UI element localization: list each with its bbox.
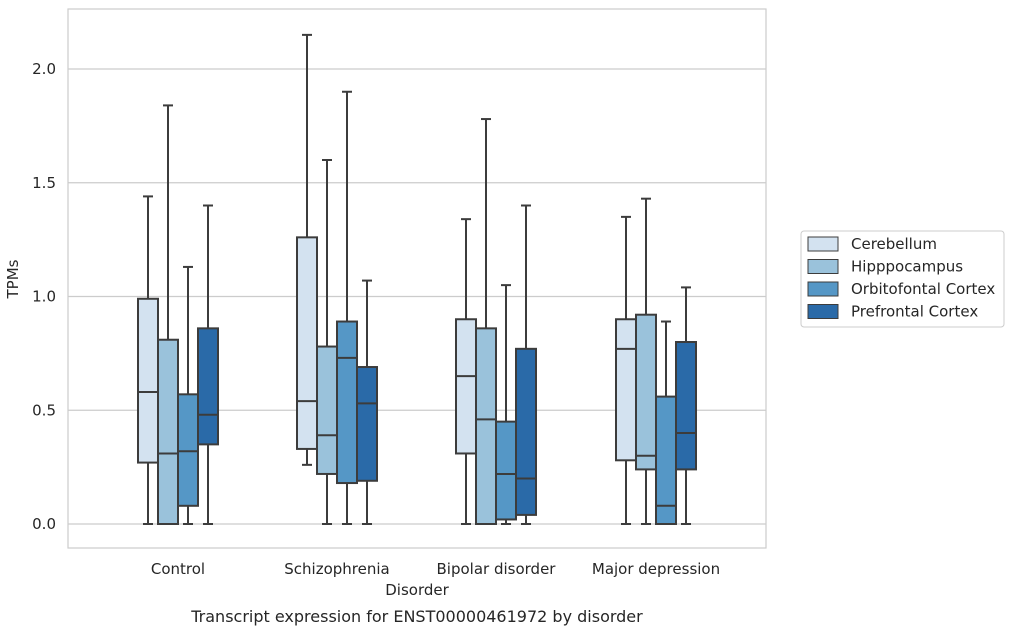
box-hipppocampus-1 <box>316 159 338 525</box>
box-cerebellum-0 <box>137 195 159 525</box>
y-tick-label: 0.0 <box>32 515 56 533</box>
y-tick-label: 0.5 <box>32 401 56 419</box>
x-tick-label: Bipolar disorder <box>437 560 557 578</box>
box-iqr <box>157 338 179 525</box>
box-prefrontal-cortex-1 <box>356 279 378 525</box>
chart-caption: Transcript expression for ENST0000046197… <box>190 607 643 626</box>
box-cerebellum-1 <box>296 33 318 466</box>
box-iqr <box>675 341 697 471</box>
plot-frame <box>67 8 767 549</box>
legend-label: Hipppocampus <box>851 258 963 276</box>
legend-label: Cerebellum <box>851 235 937 253</box>
legend-entry: Hipppocampus <box>807 258 963 276</box>
box-iqr <box>635 313 657 471</box>
box-cerebellum-2 <box>455 218 477 525</box>
x-tick-label: Schizophrenia <box>284 560 389 578</box>
box-prefrontal-cortex-2 <box>515 204 537 525</box>
box-orbitofontal-cortex-0 <box>177 265 199 525</box>
box-iqr <box>296 236 318 450</box>
legend-label: Orbitofontal Cortex <box>851 280 995 298</box>
y-tick-label: 2.0 <box>32 60 56 78</box>
y-axis-label: TPMs <box>4 259 22 299</box>
legend-entry: Cerebellum <box>807 235 937 253</box>
box-iqr <box>615 318 637 462</box>
legend-frame <box>800 230 1005 328</box>
box-hipppocampus-3 <box>635 197 657 525</box>
y-tick-label: 1.5 <box>32 174 56 192</box>
legend-entry: Orbitofontal Cortex <box>807 280 995 298</box>
box-iqr <box>475 327 497 525</box>
box-iqr <box>455 318 477 455</box>
legend-swatch <box>807 281 839 297</box>
legend-entry: Prefrontal Cortex <box>807 303 978 321</box>
box-prefrontal-cortex-3 <box>675 286 697 525</box>
legend-swatch <box>807 259 839 274</box>
box-iqr <box>515 347 537 516</box>
x-tick-label: Control <box>151 560 205 578</box>
x-tick-label: Major depression <box>592 560 720 578</box>
box-iqr <box>336 320 358 485</box>
legend-swatch <box>807 236 839 252</box>
box-iqr <box>316 345 338 475</box>
box-prefrontal-cortex-0 <box>197 204 219 525</box>
legend-label: Prefrontal Cortex <box>851 303 978 321</box>
box-orbitofontal-cortex-1 <box>336 90 358 525</box>
y-tick-label: 1.0 <box>32 288 56 306</box>
x-axis-label: Disorder <box>385 581 449 599</box>
legend-swatch <box>807 304 839 319</box>
box-hipppocampus-2 <box>475 118 497 525</box>
box-iqr <box>495 420 517 521</box>
box-iqr <box>356 366 378 482</box>
box-iqr <box>137 297 159 464</box>
box-iqr <box>197 327 219 446</box>
box-iqr <box>177 393 199 507</box>
legend: Cerebellum Hipppocampus Orbitofontal Corte… <box>800 230 1005 328</box>
